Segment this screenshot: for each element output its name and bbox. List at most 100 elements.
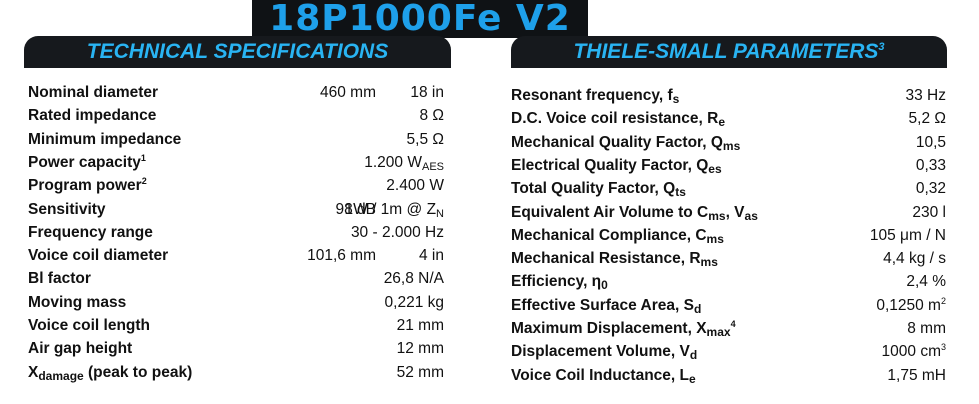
ts-parameter-row: Efficiency, η0 2,4 % — [511, 270, 946, 293]
ts-parameter-row: Mechanical Resistance, Rms 4,4 kg / s — [511, 247, 946, 270]
spec-row: Moving mass 0,221 kg — [28, 291, 448, 314]
spec-label: Voice coil length — [28, 314, 150, 337]
spec-value: 101,6 mm — [307, 244, 376, 267]
ts-parameter-footnote: 4 — [730, 318, 736, 329]
ts-parameter-row: Mechanical Compliance, Cms 105 μm / N — [511, 224, 946, 247]
spec-label: Frequency range — [28, 221, 153, 244]
ts-parameter-value-text: 8 mm — [907, 320, 946, 337]
spec-label: Minimum impedance — [28, 128, 181, 151]
ts-parameter-value-text: 230 l — [912, 203, 946, 221]
ts-parameter-label-sub: es — [708, 161, 722, 176]
thiele-small-title: THIELE-SMALL PARAMETERS — [573, 40, 879, 63]
ts-parameter-label-sub: s — [672, 92, 680, 106]
spec-row: Nominal diameter 460 mm 18 in — [28, 81, 448, 104]
ts-parameter-value-text: 1,75 mH — [887, 366, 946, 384]
ts-parameter-label-text: Mechanical Resistance, R — [511, 250, 701, 268]
spec-label-text: Minimum impedance — [28, 130, 182, 148]
spec-value: 21 mm — [397, 314, 444, 337]
ts-parameter-label-sub: e — [689, 371, 696, 386]
ts-parameter-row: Total Quality Factor, Qts 0,32 — [511, 177, 946, 200]
spec-value-text: 1.200 W — [364, 153, 422, 171]
ts-parameter-label-text: Effective Surface Area, S — [511, 296, 694, 314]
ts-parameter-value-text: 0,33 — [915, 156, 946, 174]
spec-label-text: Nominal diameter — [28, 84, 159, 101]
ts-parameter-label: Maximum Displacement, Xmax4 — [511, 317, 736, 340]
spec-value-text: 8 Ω — [419, 107, 444, 125]
spec-label: Voice coil diameter — [28, 244, 168, 267]
spec-value-secondary-sub: N — [436, 207, 444, 220]
spec-row: Voice coil diameter 101,6 mm 4 in — [28, 244, 448, 267]
spec-footnote: 2 — [141, 176, 147, 187]
spec-value-sub: AES — [421, 160, 444, 173]
thiele-small-footnote: 3 — [878, 41, 885, 53]
ts-parameter-value-text: 1000 cm — [881, 343, 941, 361]
spec-label-text: Moving mass — [28, 293, 127, 311]
spec-value: 12 mm — [397, 337, 444, 360]
spec-footnote: 1 — [140, 152, 146, 163]
spec-value: 0,221 kg — [385, 291, 444, 314]
ts-parameter-label: Effective Surface Area, Sd — [511, 294, 701, 317]
ts-parameter-value-text: 4,4 kg / s — [883, 250, 946, 268]
spec-row: Frequency range 30 - 2.000 Hz — [28, 221, 448, 244]
spec-value: 2.400 W — [386, 174, 444, 197]
ts-parameter-label: D.C. Voice coil resistance, Re — [511, 107, 725, 130]
spec-row: Air gap height 12 mm — [28, 337, 448, 360]
spec-row: Voice coil length 21 mm — [28, 314, 448, 337]
spec-value-secondary: 1W / 1m @ ZN — [345, 198, 444, 221]
ts-parameter-value-text: 2,4 % — [906, 273, 946, 291]
spec-row: Xdamage (peak to peak) 52 mm — [28, 361, 448, 384]
ts-parameter-label-text: Maximum Displacement, X — [511, 320, 707, 337]
ts-parameter-value-text: 0,32 — [915, 180, 946, 198]
ts-parameter-label-sub: ms — [706, 231, 724, 246]
ts-parameter-row: Displacement Volume, Vd 1000 cm3 — [511, 340, 946, 363]
ts-parameter-label-sub: d — [693, 301, 702, 316]
ts-parameter-label: Mechanical Compliance, Cms — [511, 224, 724, 247]
ts-parameter-value: 0,33 — [916, 154, 946, 177]
ts-parameter-label-text: Mechanical Compliance, C — [511, 226, 707, 244]
ts-parameter-row: Maximum Displacement, Xmax4 8 mm — [511, 317, 946, 340]
spec-row: Bl factor 26,8 N/A — [28, 267, 448, 290]
ts-parameter-label-sub: ms — [700, 255, 718, 270]
ts-parameter-value: 0,32 — [916, 177, 946, 200]
spec-value-text: 12 mm — [396, 340, 444, 358]
ts-parameter-label-text: Electrical Quality Factor, Q — [511, 156, 709, 174]
spec-value-text: 26,8 N/A — [383, 270, 444, 288]
spec-value-secondary-text: 4 in — [419, 247, 444, 265]
ts-parameter-label-sub: d — [689, 348, 698, 363]
ts-parameter-label: Voice Coil Inductance, Le — [511, 364, 696, 387]
ts-parameter-value: 10,5 — [916, 131, 946, 154]
ts-parameter-row: Voice Coil Inductance, Le 1,75 mH — [511, 364, 946, 387]
spec-value: 52 mm — [397, 361, 444, 384]
ts-parameter-label: Electrical Quality Factor, Qes — [511, 154, 722, 177]
ts-parameter-label-sub: ms — [722, 138, 741, 153]
ts-parameter-value: 0,1250 m2 — [876, 294, 946, 317]
ts-parameter-value: 105 μm / N — [870, 224, 946, 247]
ts-parameter-label-text: Equivalent Air Volume to C — [511, 203, 709, 221]
ts-parameter-value-sup: 3 — [940, 342, 946, 353]
spec-value-secondary-text: 1W / 1m @ Z — [344, 200, 437, 218]
spec-value-text: 101,6 mm — [307, 247, 376, 265]
spec-label-text: Frequency range — [28, 223, 153, 241]
spec-label-text: Voice coil length — [28, 317, 151, 334]
ts-parameter-value-text: 10,5 — [915, 133, 946, 151]
spec-row: Rated impedance 8 Ω — [28, 104, 448, 127]
ts-parameter-row: Mechanical Quality Factor, Qms 10,5 — [511, 131, 946, 154]
spec-label: Xdamage (peak to peak) — [28, 361, 192, 384]
spec-label-text: Air gap height — [28, 340, 133, 358]
spec-value-secondary: 18 in — [410, 81, 444, 104]
ts-parameter-row: Effective Surface Area, Sd 0,1250 m2 — [511, 294, 946, 317]
ts-parameter-label-sub: ms — [708, 208, 726, 223]
ts-parameter-label: Equivalent Air Volume to Cms, Vas — [511, 201, 758, 224]
spec-label-rest: (peak to peak) — [83, 363, 193, 381]
ts-parameter-label-sub: ts — [675, 185, 686, 200]
ts-parameter-row: Electrical Quality Factor, Qes 0,33 — [511, 154, 946, 177]
ts-parameter-label-sub: e — [718, 115, 726, 130]
spec-row: Sensitivity 98 dB 1W / 1m @ ZN — [28, 198, 448, 221]
spec-value-text: 0,221 kg — [384, 293, 444, 311]
spec-label: Nominal diameter — [28, 81, 158, 104]
ts-parameter-label: Mechanical Resistance, Rms — [511, 247, 718, 270]
spec-label: Program power2 — [28, 174, 147, 197]
ts-parameter-row: Equivalent Air Volume to Cms, Vas 230 l — [511, 201, 946, 224]
spec-value-secondary-text: 18 in — [410, 84, 444, 101]
ts-parameter-value: 8 mm — [907, 317, 946, 340]
